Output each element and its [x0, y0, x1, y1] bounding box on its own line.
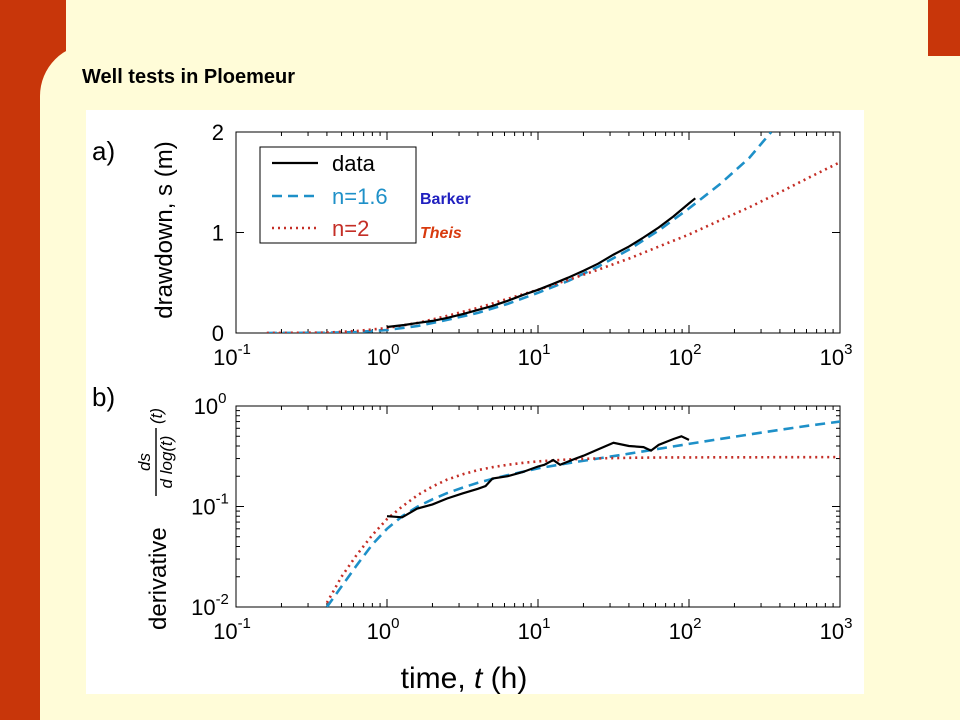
panel-a-series-data-line — [386, 197, 696, 329]
panel-b-series-data-line — [386, 435, 690, 519]
slide-title: Well tests in Ploemeur — [82, 66, 296, 88]
panel-b-label: b) — [92, 382, 115, 412]
theis-annotation: Theis — [420, 225, 462, 242]
x-tick-label: 101 — [518, 615, 551, 644]
panel-a-label: a) — [92, 136, 115, 166]
y-tick-label: 1 — [212, 221, 224, 246]
panel-a-y-tick-labels: 0 1 2 — [212, 120, 224, 346]
legend-data-label: data — [332, 151, 376, 176]
panel-a: a) 10-1 100 101 102 103 012 drawdown, s (m) … — [92, 120, 852, 370]
left-accent-bar — [0, 0, 40, 720]
panel-b-y-tick-labels: 10-2 10-1 100 — [191, 390, 229, 620]
barker-annotation: Barker — [420, 191, 471, 208]
y-tick-label: 2 — [212, 120, 224, 145]
x-tick-label: 10-1 — [213, 615, 251, 644]
x-tick-label: 103 — [820, 615, 853, 644]
x-tick-label: 103 — [820, 341, 853, 370]
y-tick-label: 10-2 — [191, 591, 229, 620]
panel-b-series-n2-line — [325, 455, 840, 604]
panel-a-ticks — [235, 131, 841, 334]
x-tick-label: 101 — [518, 341, 551, 370]
panel-a-y-axis-label: drawdown, s (m) — [151, 141, 178, 318]
panel-b-y-axis-word: derivative — [145, 527, 172, 630]
panel-b-x-axis-label: time, t (h) — [401, 662, 528, 694]
derivative-numerator: ds — [135, 453, 154, 471]
well-test-figure: a) 10-1 100 101 102 103 012 drawdown, s (m) … — [92, 120, 852, 695]
panel-b-series-n16-line — [325, 420, 840, 607]
y-tick-label: 10-1 — [191, 491, 229, 520]
panel-b-x-tick-labels: 10-1 100 101 102 103 — [213, 615, 852, 644]
top-right-accent-block — [928, 0, 960, 56]
legend: data n=1.6 n=2 — [259, 146, 417, 244]
x-tick-label: 100 — [367, 341, 400, 370]
x-tick-label: 102 — [669, 341, 702, 370]
x-tick-label: 100 — [367, 615, 400, 644]
y-tick-label: 0 — [212, 321, 224, 346]
legend-n16-label: n=1.6 — [332, 184, 388, 209]
panel-b-frame — [235, 405, 841, 608]
panel-b-y-axis-label: derivative ds d log(t) (t) — [135, 408, 176, 630]
x-tick-label: 102 — [669, 615, 702, 644]
legend-n2-label: n=2 — [332, 216, 369, 241]
derivative-denominator: d log(t) — [157, 436, 176, 489]
panel-b-ticks — [235, 406, 841, 608]
panel-a-x-tick-labels: 10-1 100 101 102 103 — [213, 341, 852, 370]
y-tick-label: 100 — [194, 390, 227, 419]
panel-a-series-n2-line — [266, 160, 840, 333]
panel-a-series-n16-line — [266, 132, 773, 333]
derivative-argument: (t) — [147, 408, 166, 424]
